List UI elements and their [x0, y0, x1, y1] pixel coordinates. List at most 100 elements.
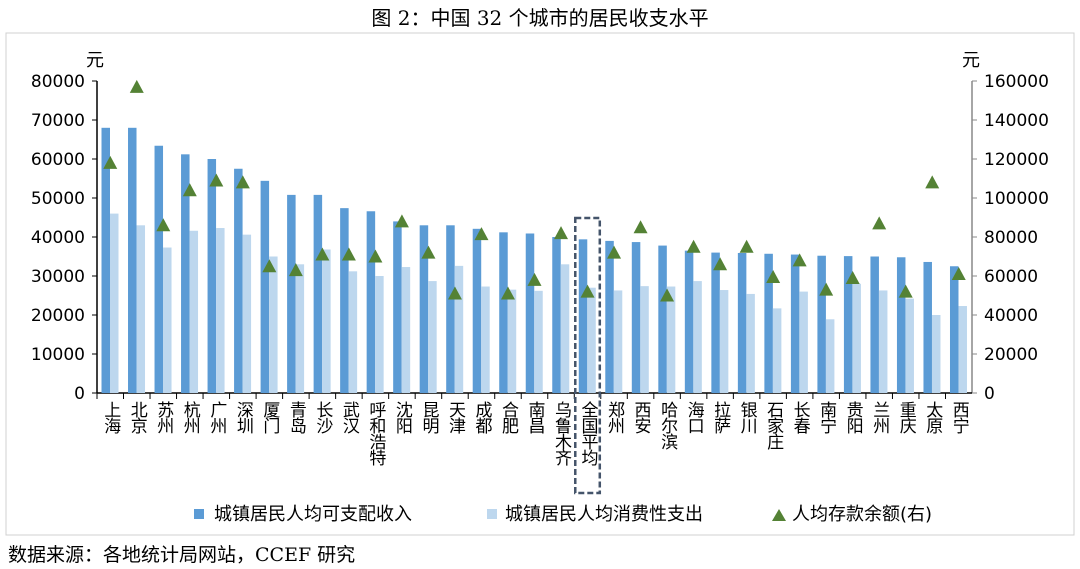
left-tick-label: 20000 [31, 306, 85, 326]
deposit-marker [660, 288, 675, 302]
deposit-marker [235, 175, 250, 189]
category-label: 合肥 [498, 401, 519, 434]
bar-income [896, 257, 906, 393]
bar-consumption [905, 298, 914, 393]
right-tick-label: 100000 [984, 189, 1049, 209]
category-label: 长春 [790, 401, 811, 434]
right-tick-label: 40000 [984, 306, 1038, 326]
bar-income [101, 127, 110, 394]
bar-income [234, 168, 243, 393]
bar-consumption [375, 276, 384, 393]
bar-consumption [799, 291, 808, 393]
bar-consumption [216, 228, 225, 393]
deposit-marker [845, 270, 860, 284]
deposit-marker [792, 253, 807, 267]
right-tick-label: 160000 [984, 72, 1049, 92]
category-label: 呼和浩特 [365, 401, 386, 466]
deposit-marker [500, 286, 515, 300]
bar-income [472, 228, 482, 393]
category-label: 厦门 [259, 401, 280, 435]
deposit-marker [633, 220, 648, 234]
bar-income [287, 194, 296, 393]
bar-consumption [348, 271, 358, 393]
bar-consumption [189, 230, 199, 393]
category-label: 贵阳 [843, 401, 864, 434]
bar-consumption [587, 287, 596, 393]
bar-income [605, 240, 614, 393]
left-tick-label: 80000 [31, 72, 85, 92]
left-tick-label: 40000 [31, 228, 85, 248]
left-axis-unit: 元 [86, 50, 104, 71]
category-label: 天津 [445, 401, 466, 434]
deposit-marker [209, 173, 224, 187]
bar-consumption [878, 290, 888, 393]
bar-income [393, 221, 402, 393]
bar-consumption [693, 281, 702, 393]
category-label: 太原 [922, 401, 943, 434]
deposit-marker [341, 247, 356, 261]
category-label: 乌鲁木齐 [551, 401, 572, 466]
bar-consumption [560, 264, 570, 393]
left-tick-label: 30000 [31, 267, 85, 287]
bar-income [128, 127, 137, 394]
category-label: 北京 [127, 401, 148, 435]
deposit-marker [898, 284, 913, 298]
bar-consumption [242, 234, 252, 393]
bar-income [790, 254, 800, 393]
bar-income [340, 208, 349, 393]
bar-consumption [110, 213, 119, 393]
category-label: 重庆 [896, 401, 917, 434]
legend-label-deposit: 人均存款余额(右) [792, 504, 932, 525]
deposit-marker [580, 284, 595, 298]
deposit-marker [262, 259, 277, 273]
chart-frame [5, 32, 1075, 536]
category-label: 武汉 [339, 401, 360, 434]
bar-income [684, 250, 694, 393]
category-label: 深圳 [233, 401, 254, 434]
deposit-marker [739, 239, 754, 253]
left-tick-label: 0 [74, 384, 85, 404]
bar-consumption [136, 225, 146, 393]
deposit-marker [925, 175, 940, 189]
right-tick-label: 140000 [984, 111, 1049, 131]
category-label: 拉萨 [710, 401, 731, 434]
bar-income [711, 252, 720, 393]
bar-income [525, 233, 535, 393]
bar-income [578, 239, 588, 393]
bar-income [817, 255, 826, 393]
bar-consumption [958, 306, 967, 393]
deposit-marker [872, 216, 887, 230]
bar-income [949, 266, 959, 393]
bar-consumption [772, 308, 782, 393]
deposit-marker [554, 226, 569, 240]
category-label: 全国平均 [578, 401, 599, 467]
category-label: 郑州 [604, 401, 625, 434]
left-tick-label: 60000 [31, 150, 85, 170]
category-label: 南宁 [816, 401, 836, 434]
bar-consumption [640, 286, 649, 393]
bar-income [446, 225, 455, 393]
category-label: 长沙 [312, 401, 333, 434]
deposit-marker [103, 155, 118, 169]
deposit-marker [368, 249, 383, 263]
bar-consumption [719, 290, 729, 393]
legend-label-consumption: 城镇居民人均消费性支出 [505, 504, 703, 525]
category-label: 沈阳 [392, 401, 413, 434]
bar-consumption [269, 256, 278, 393]
bar-income [366, 211, 376, 393]
category-label: 西宁 [949, 401, 969, 434]
category-label: 哈尔滨 [657, 401, 678, 450]
right-tick-label: 20000 [984, 345, 1038, 365]
bar-income [181, 154, 190, 393]
deposit-marker [766, 269, 781, 283]
deposit-marker [686, 239, 701, 253]
bar-income [737, 252, 747, 393]
category-label: 海口 [684, 401, 705, 434]
category-label: 银川 [737, 401, 758, 434]
deposit-marker [156, 218, 171, 232]
category-label: 杭州 [180, 401, 201, 434]
deposit-marker [394, 214, 409, 228]
bar-income [419, 225, 429, 393]
bar-income [923, 261, 932, 393]
bar-consumption [613, 290, 623, 393]
